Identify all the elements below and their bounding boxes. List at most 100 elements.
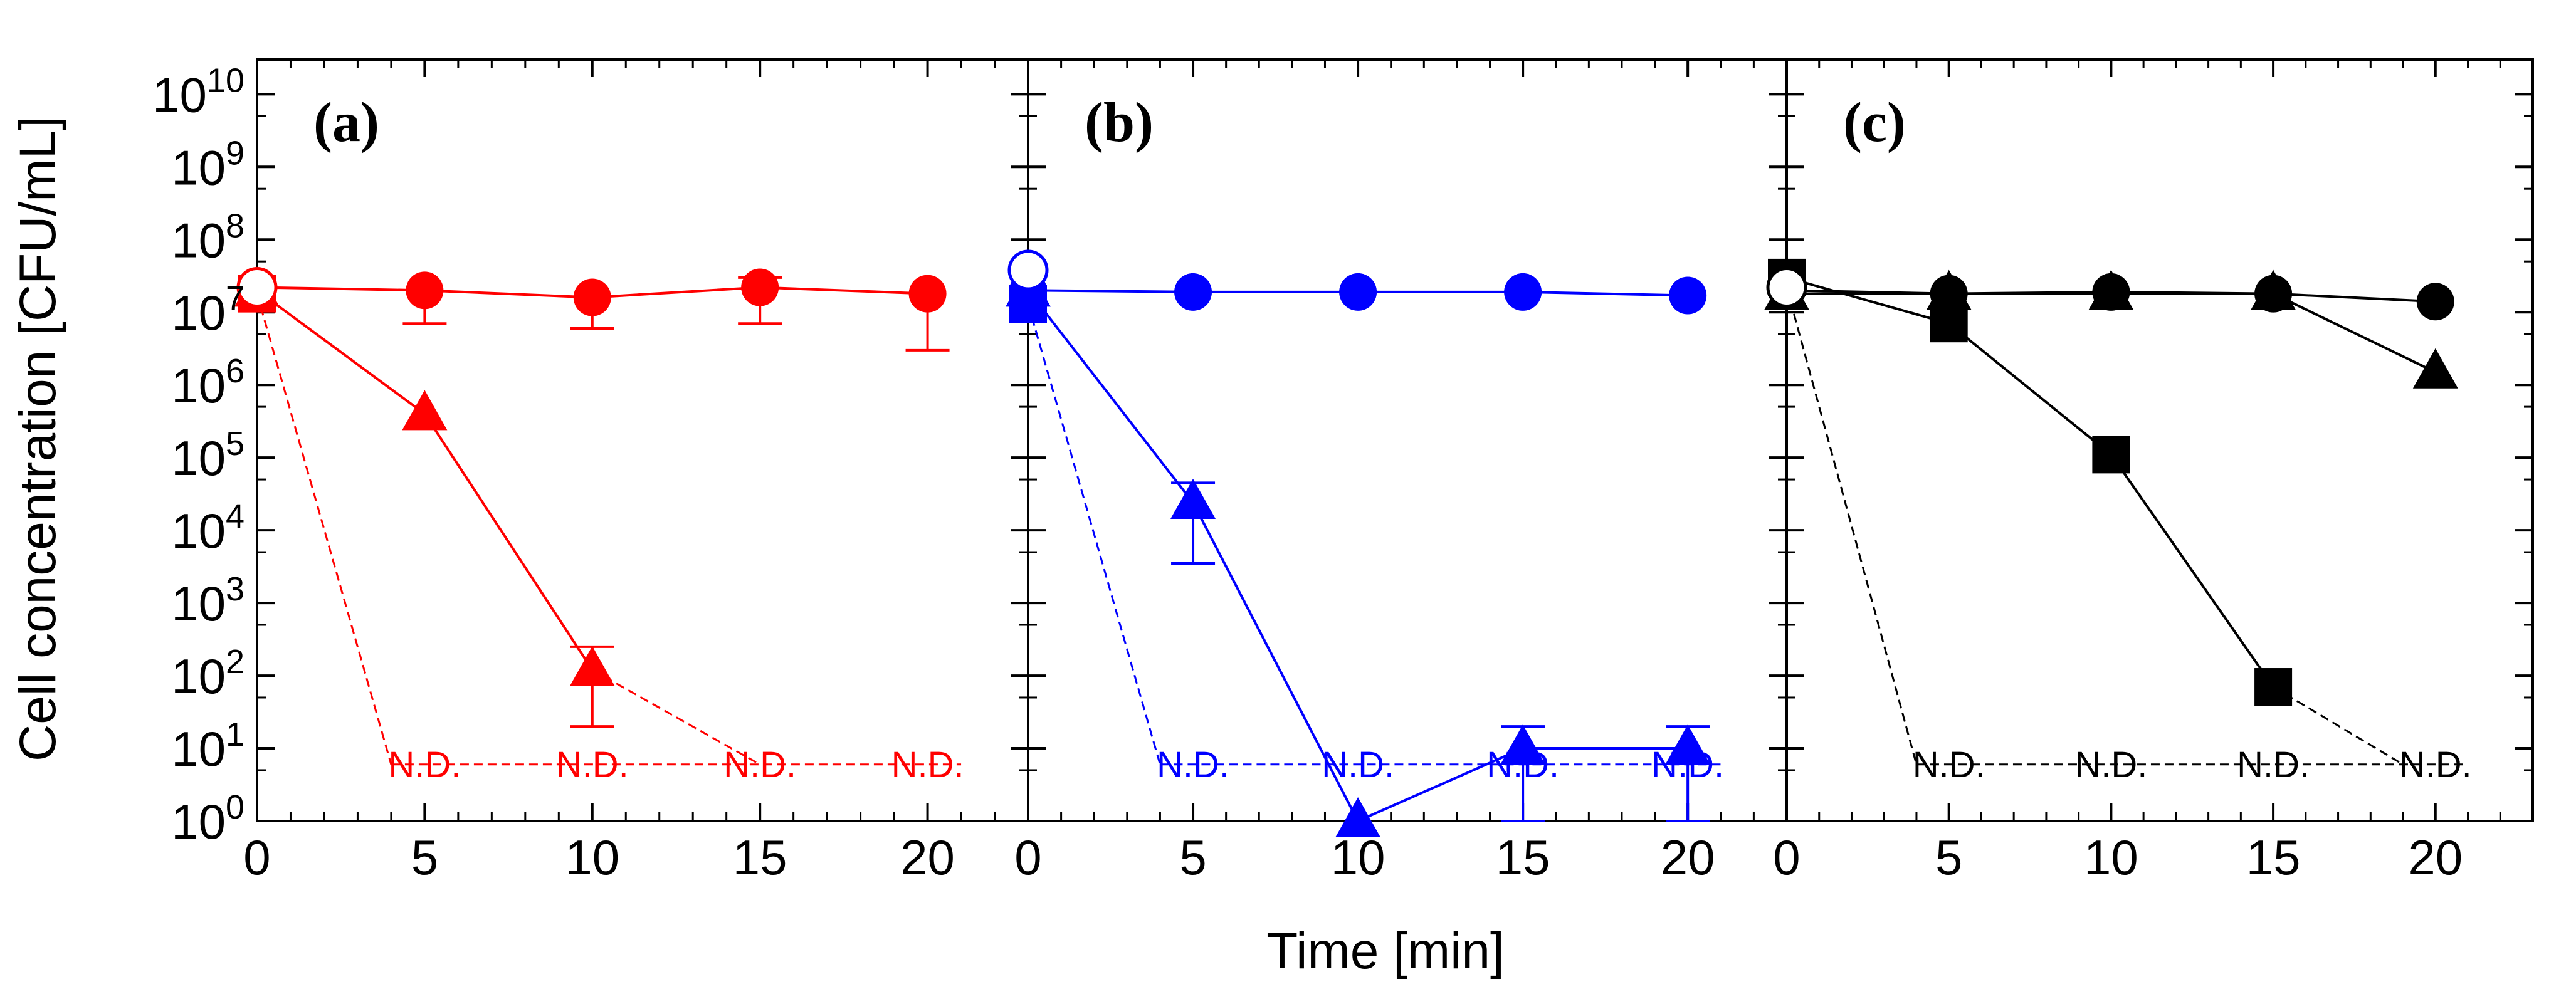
x-tick-label: 5	[1935, 830, 1962, 885]
y-tick-label: 101	[171, 716, 244, 777]
triangle-series-line	[1027, 290, 1688, 823]
x-axis-title: Time [min]	[1266, 923, 1505, 980]
circle-marker	[406, 271, 444, 310]
x-tick-label: 0	[1773, 830, 1800, 885]
panel-c: 0 5 10 15 20 (c) N.D. N.D. N.D. N.D.	[1764, 58, 2534, 885]
nd-label: N.D.	[1322, 745, 1394, 785]
y-tick-base: 10	[171, 431, 226, 486]
circle-marker	[1174, 273, 1212, 311]
y-tick-base: 10	[171, 285, 226, 340]
x-tick-label: 15	[733, 830, 787, 885]
nd-label: N.D.	[2074, 745, 2147, 785]
y-tick-label: 107	[171, 280, 244, 340]
triangle-marker	[1665, 724, 1711, 765]
open-circle-marker	[236, 267, 278, 308]
y-tick-base: 10	[171, 140, 226, 195]
x-tick-label: 15	[2246, 830, 2301, 885]
y-tick-base: 10	[171, 358, 226, 413]
circle-marker	[908, 275, 947, 313]
x-tick-label: 20	[1661, 830, 1715, 885]
x-tick-label: 10	[2084, 830, 2138, 885]
x-tick-label: 15	[1496, 830, 1550, 885]
x-tick-label: 20	[2408, 830, 2463, 885]
circle-marker	[1339, 273, 1377, 311]
y-tick-exponent: 6	[226, 352, 244, 390]
circle-marker	[573, 278, 611, 316]
square-dashed-line	[256, 293, 392, 765]
triangle-marker	[569, 646, 615, 686]
x-tick-label: 5	[1179, 830, 1206, 885]
y-tick-base: 10	[171, 576, 226, 631]
panel-frame	[256, 58, 1029, 822]
y-tick-label: 1010	[152, 61, 244, 122]
panel-label: (c)	[1843, 92, 1906, 154]
panel-frame	[1027, 58, 1788, 822]
y-tick-label: 104	[171, 498, 244, 558]
panel-label: (b)	[1085, 92, 1154, 154]
square-dashed-line	[1027, 303, 1161, 765]
nd-label: N.D.	[891, 745, 964, 785]
y-tick-exponent: 3	[226, 570, 244, 608]
y-tick-exponent: 5	[226, 425, 244, 463]
y-tick-exponent: 0	[226, 788, 244, 826]
panel-label: (a)	[313, 92, 379, 154]
square-marker	[2254, 668, 2293, 706]
y-tick-base: 10	[152, 67, 207, 122]
square-dashed-line	[2273, 686, 2404, 766]
nd-label: N.D.	[723, 745, 796, 785]
y-tick-exponent: 9	[226, 134, 244, 172]
triangle-marker	[2251, 269, 2296, 310]
panel-b: 0 5 10 15 20 (b) N.D. N.D. N.D. N.D.	[1006, 58, 1788, 885]
triangle-dashed-line	[592, 669, 760, 766]
y-tick-label: 105	[171, 425, 244, 486]
y-tick-label: 102	[171, 643, 244, 704]
nd-label: N.D.	[388, 745, 461, 785]
open-circle-marker	[1766, 267, 1807, 308]
triangle-series-line	[256, 289, 594, 671]
open-circle-marker	[1007, 249, 1049, 291]
y-tick-base: 10	[171, 721, 226, 777]
y-tick-label: 103	[171, 570, 244, 631]
triangle-marker	[2088, 269, 2134, 310]
y-tick-exponent: 4	[226, 498, 244, 535]
y-tick-label: 109	[171, 134, 244, 195]
nd-label: N.D.	[1486, 745, 1559, 785]
y-tick-base: 10	[171, 649, 226, 704]
circle-marker	[1504, 273, 1542, 311]
triangle-marker	[1926, 269, 1972, 310]
triangle-marker	[1500, 724, 1546, 765]
x-tick-label: 10	[1331, 830, 1385, 885]
y-tick-base: 10	[171, 503, 226, 558]
x-tick-label: 5	[411, 830, 438, 885]
open-circle-dashed-line	[1785, 287, 1918, 765]
y-tick-exponent: 7	[226, 280, 244, 317]
y-tick-exponent: 8	[226, 207, 244, 244]
y-tick-base: 10	[171, 212, 226, 268]
y-tick-label: 108	[171, 207, 244, 268]
y-tick-label: 100	[171, 788, 244, 849]
x-tick-label: 0	[1014, 830, 1041, 885]
y-axis-title: Cell concentration [CFU/mL]	[9, 116, 66, 761]
triangle-marker	[1170, 479, 1216, 520]
y-tick-exponent: 1	[226, 716, 244, 753]
square-marker	[1930, 305, 1968, 343]
circle-marker	[2416, 283, 2454, 321]
square-marker	[1009, 285, 1047, 323]
nd-label: N.D.	[2399, 745, 2472, 785]
y-tick-base: 10	[171, 794, 226, 849]
y-tick-exponent: 2	[226, 643, 244, 681]
y-tick-exponent: 10	[207, 61, 244, 99]
nd-label: N.D.	[2237, 745, 2310, 785]
plot-area: 0 5 10 15 20(a)N.D. N.D. N.D. N.D.0 5 10 15 20(b)N.…	[152, 58, 2534, 885]
nd-label: N.D.	[1651, 745, 1724, 785]
y-tick-label: 106	[171, 352, 244, 413]
nd-label: N.D.	[1157, 745, 1229, 785]
x-tick-label: 10	[565, 830, 619, 885]
x-tick-label: 20	[900, 830, 955, 885]
x-tick-label: 0	[243, 830, 270, 885]
circle-marker	[1669, 276, 1707, 315]
triangle-marker	[1335, 797, 1381, 837]
panel-frame	[1785, 58, 2534, 822]
triangle-marker	[2412, 348, 2458, 389]
